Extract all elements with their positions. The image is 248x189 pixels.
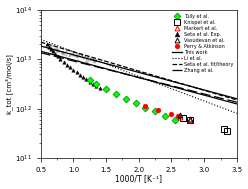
Legend: Tully et al., Knispel et al., Markert et al., Seta et al. Exp., Vasudevan et al.: Tully et al., Knispel et al., Markert et… — [170, 12, 234, 74]
X-axis label: 1000/T [K⁻¹]: 1000/T [K⁻¹] — [115, 174, 162, 184]
Y-axis label: k_tot [cm³/mol/s]: k_tot [cm³/mol/s] — [5, 54, 13, 114]
